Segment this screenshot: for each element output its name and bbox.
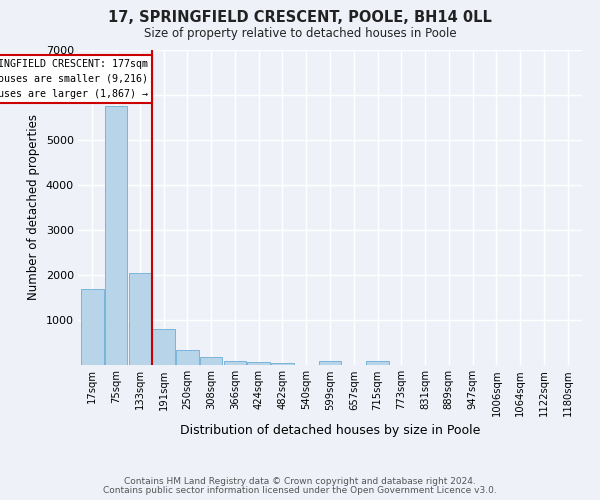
Bar — [105, 106, 127, 365]
Text: Contains HM Land Registry data © Crown copyright and database right 2024.: Contains HM Land Registry data © Crown c… — [124, 477, 476, 486]
Y-axis label: Number of detached properties: Number of detached properties — [27, 114, 40, 300]
Bar — [176, 350, 199, 365]
Bar — [128, 273, 151, 365]
Bar — [319, 362, 341, 365]
X-axis label: Distribution of detached houses by size in Poole: Distribution of detached houses by size … — [180, 424, 480, 437]
Text: Contains public sector information licensed under the Open Government Licence v3: Contains public sector information licen… — [103, 486, 497, 495]
Bar — [152, 329, 175, 365]
Bar — [271, 362, 294, 365]
Bar — [224, 361, 246, 365]
Bar — [200, 357, 223, 365]
Bar — [247, 362, 270, 365]
Text: 17 SPRINGFIELD CRESCENT: 177sqm
← 83% of detached houses are smaller (9,216)
17%: 17 SPRINGFIELD CRESCENT: 177sqm ← 83% of… — [0, 59, 148, 98]
Bar — [81, 288, 104, 365]
Text: 17, SPRINGFIELD CRESCENT, POOLE, BH14 0LL: 17, SPRINGFIELD CRESCENT, POOLE, BH14 0L… — [108, 10, 492, 25]
Text: Size of property relative to detached houses in Poole: Size of property relative to detached ho… — [143, 28, 457, 40]
Bar — [366, 361, 389, 365]
